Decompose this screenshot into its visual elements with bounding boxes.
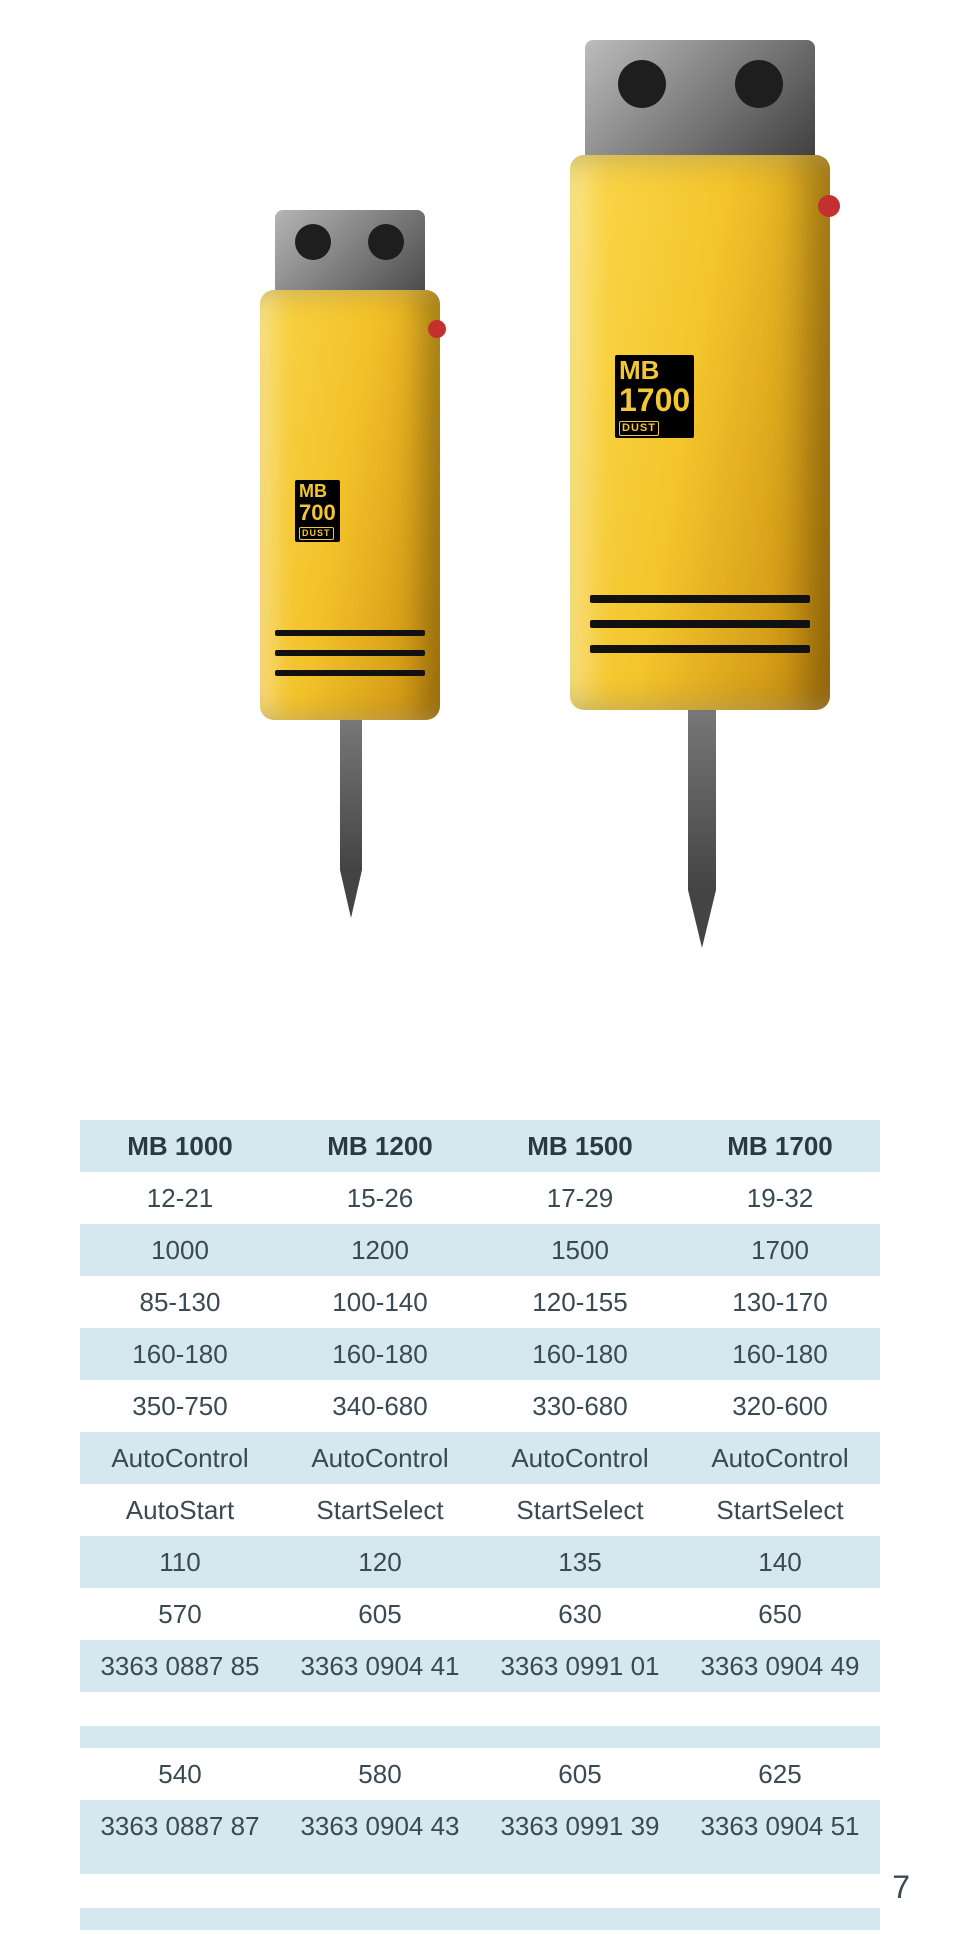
table-row: AutoStartStartSelectStartSelectStartSele… — [80, 1484, 880, 1536]
mounting-head — [585, 40, 815, 160]
side-cap — [818, 195, 840, 217]
lug-hole — [295, 224, 331, 260]
table-cell: 1000 — [80, 1224, 280, 1276]
table-cell: 3363 0904 43 — [280, 1800, 480, 1852]
table-cell: 120-155 — [480, 1276, 680, 1328]
table-cell: 3363 0991 39 — [480, 1800, 680, 1852]
table-cell: 3363 0887 87 — [80, 1800, 280, 1852]
badge-line1: MB — [619, 357, 690, 384]
table-cell: 650 — [680, 1588, 880, 1640]
badge-line3: DUST — [299, 527, 334, 540]
table-cell: 340-680 — [280, 1380, 480, 1432]
side-cap — [428, 320, 446, 338]
table-cell: AutoControl — [680, 1432, 880, 1484]
chisel-tip — [340, 870, 362, 918]
table-row: 85-130100-140120-155130-170 — [80, 1276, 880, 1328]
table-divider — [80, 1908, 880, 1930]
table-divider — [80, 1726, 880, 1748]
table-cell: 160-180 — [680, 1328, 880, 1380]
table-cell: 3363 0991 01 — [480, 1640, 680, 1692]
table-body: 12-2115-2617-2919-32100012001500170085-1… — [80, 1172, 880, 1930]
table-cell: 605 — [480, 1748, 680, 1800]
table-cell: StartSelect — [680, 1484, 880, 1536]
table-cell: 15-26 — [280, 1172, 480, 1224]
table-cell: 320-600 — [680, 1380, 880, 1432]
model-badge: MB 700 DUST — [295, 480, 340, 542]
table-cell: 605 — [280, 1588, 480, 1640]
table-row: 350-750340-680330-680320-600 — [80, 1380, 880, 1432]
table-divider — [80, 1852, 880, 1874]
col-header: MB 1000 — [80, 1120, 280, 1172]
table-cell: 160-180 — [80, 1328, 280, 1380]
table-cell: 17-29 — [480, 1172, 680, 1224]
badge-line2: 700 — [299, 501, 336, 524]
table-cell: 160-180 — [280, 1328, 480, 1380]
table-cell: 580 — [280, 1748, 480, 1800]
table-spacer — [80, 1692, 880, 1726]
table-cell: 135 — [480, 1536, 680, 1588]
table-cell: 100-140 — [280, 1276, 480, 1328]
table-cell: 85-130 — [80, 1276, 280, 1328]
spec-table: MB 1000 MB 1200 MB 1500 MB 1700 12-2115-… — [80, 1120, 880, 1930]
breaker-mb1700: MB 1700 DUST — [540, 40, 860, 960]
badge-line3: DUST — [619, 421, 659, 437]
breaker-mb700: MB 700 DUST — [240, 210, 460, 930]
table-cell: 1200 — [280, 1224, 480, 1276]
chisel-tip — [688, 890, 716, 948]
table-cell: StartSelect — [280, 1484, 480, 1536]
table-cell: 625 — [680, 1748, 880, 1800]
col-header: MB 1500 — [480, 1120, 680, 1172]
table-spacer — [80, 1874, 880, 1908]
table-cell: 3363 0887 85 — [80, 1640, 280, 1692]
badge-line2: 1700 — [619, 384, 690, 418]
table-cell: 3363 0904 41 — [280, 1640, 480, 1692]
table-cell: 350-750 — [80, 1380, 280, 1432]
chisel-shaft — [688, 710, 716, 890]
table-cell: 140 — [680, 1536, 880, 1588]
table-cell: 1700 — [680, 1224, 880, 1276]
table-cell: AutoStart — [80, 1484, 280, 1536]
chisel-shaft — [340, 720, 362, 870]
table-cell: 570 — [80, 1588, 280, 1640]
table-row: 3363 0887 873363 0904 433363 0991 393363… — [80, 1800, 880, 1852]
table-cell: 130-170 — [680, 1276, 880, 1328]
table-cell: 540 — [80, 1748, 280, 1800]
table-cell: AutoControl — [480, 1432, 680, 1484]
table-header-row: MB 1000 MB 1200 MB 1500 MB 1700 — [80, 1120, 880, 1172]
page-number: 7 — [892, 1869, 910, 1906]
col-header: MB 1200 — [280, 1120, 480, 1172]
table-cell: AutoControl — [80, 1432, 280, 1484]
badge-line1: MB — [299, 482, 336, 501]
table-cell: 330-680 — [480, 1380, 680, 1432]
table-cell: AutoControl — [280, 1432, 480, 1484]
table-cell: 12-21 — [80, 1172, 280, 1224]
table-row: 3363 0887 853363 0904 413363 0991 013363… — [80, 1640, 880, 1692]
lug-hole — [735, 60, 783, 108]
table-cell: StartSelect — [480, 1484, 680, 1536]
table-row: 12-2115-2617-2919-32 — [80, 1172, 880, 1224]
table-cell: 3363 0904 49 — [680, 1640, 880, 1692]
table-cell: 3363 0904 51 — [680, 1800, 880, 1852]
table-row: 160-180160-180160-180160-180 — [80, 1328, 880, 1380]
lug-hole — [368, 224, 404, 260]
product-hero: MB 700 DUST MB 1700 DUST — [0, 60, 960, 1020]
table-row: AutoControlAutoControlAutoControlAutoCon… — [80, 1432, 880, 1484]
table-row: 110120135140 — [80, 1536, 880, 1588]
page: MB 700 DUST MB 1700 DUST — [0, 0, 960, 1934]
spec-table-container: MB 1000 MB 1200 MB 1500 MB 1700 12-2115-… — [80, 1120, 880, 1930]
table-row: 1000120015001700 — [80, 1224, 880, 1276]
col-header: MB 1700 — [680, 1120, 880, 1172]
model-badge: MB 1700 DUST — [615, 355, 694, 438]
table-cell: 1500 — [480, 1224, 680, 1276]
table-cell: 110 — [80, 1536, 280, 1588]
table-cell: 160-180 — [480, 1328, 680, 1380]
table-row: 540580605625 — [80, 1748, 880, 1800]
lug-hole — [618, 60, 666, 108]
table-cell: 19-32 — [680, 1172, 880, 1224]
table-row: 570605630650 — [80, 1588, 880, 1640]
table-cell: 630 — [480, 1588, 680, 1640]
table-cell: 120 — [280, 1536, 480, 1588]
